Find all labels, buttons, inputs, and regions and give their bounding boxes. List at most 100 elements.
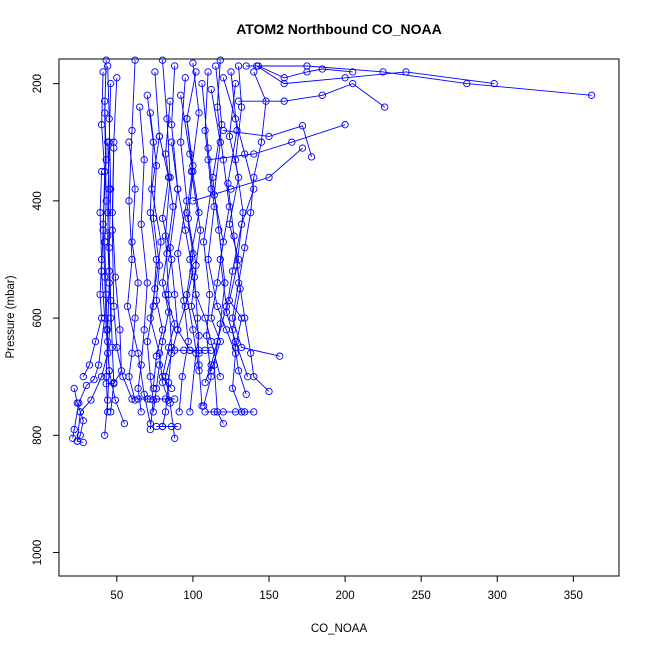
data-point: [247, 208, 255, 217]
series-line: [127, 60, 151, 424]
series-line: [111, 148, 151, 400]
y-tick-label: 800: [32, 426, 44, 445]
data-point: [171, 320, 179, 328]
data-point: [143, 279, 151, 287]
series-5: [99, 97, 129, 428]
data-point: [207, 367, 215, 375]
data-point: [101, 431, 109, 439]
data-point: [280, 79, 288, 88]
data-point: [250, 68, 258, 76]
data-point: [250, 185, 258, 193]
series-line: [208, 124, 346, 161]
y-tick-label: 200: [32, 74, 44, 93]
series-39: [70, 384, 87, 447]
data-point: [288, 138, 296, 146]
data-point: [204, 144, 212, 152]
data-point: [152, 352, 161, 360]
series-16: [228, 68, 284, 360]
data-point: [161, 395, 170, 403]
data-point: [152, 395, 161, 403]
data-point: [307, 153, 316, 161]
series-line: [171, 142, 200, 354]
data-point: [219, 126, 227, 135]
data-point: [227, 68, 235, 76]
data-point: [242, 390, 250, 398]
data-point: [195, 208, 203, 217]
data-point: [216, 138, 224, 146]
data-point: [177, 91, 185, 99]
data-point: [250, 150, 258, 158]
data-point: [210, 408, 218, 416]
data-point: [79, 373, 87, 381]
series-line: [165, 65, 179, 439]
data-point: [108, 343, 116, 352]
data-point: [201, 126, 209, 135]
data-point: [134, 384, 142, 393]
data-point: [104, 62, 112, 70]
data-point: [244, 373, 252, 381]
data-point: [128, 126, 136, 135]
series-line: [137, 107, 148, 412]
data-point: [102, 156, 110, 164]
data-point: [219, 238, 227, 246]
data-point: [381, 103, 389, 111]
data-point: [222, 326, 231, 334]
data-point: [250, 173, 258, 182]
data-point: [158, 422, 167, 431]
data-point: [101, 273, 109, 281]
data-point: [113, 74, 121, 82]
data-point: [231, 343, 240, 352]
data-point: [189, 162, 197, 170]
series-line: [232, 71, 280, 357]
data-point: [189, 59, 197, 67]
data-point: [298, 144, 307, 152]
data-point: [228, 384, 237, 393]
data-point: [234, 279, 243, 287]
series-line: [82, 171, 103, 377]
plot-frame: [58, 58, 620, 577]
x-axis: 50 100 150 200 250 300 350: [110, 576, 583, 602]
x-tick-label: 150: [259, 590, 278, 602]
data-point: [237, 314, 246, 322]
data-point: [157, 238, 165, 246]
data-point: [99, 68, 107, 76]
data-point: [215, 226, 223, 234]
data-point: [224, 179, 232, 187]
data-point: [111, 396, 119, 404]
data-point: [70, 425, 78, 434]
data-point: [242, 62, 250, 70]
data-point: [219, 419, 227, 428]
data-point: [231, 115, 240, 123]
data-point: [105, 185, 113, 193]
data-point: [151, 68, 159, 76]
data-point: [108, 226, 116, 234]
data-point: [111, 273, 119, 281]
data-point: [164, 173, 173, 182]
data-point: [257, 138, 266, 146]
data-point: [241, 408, 249, 416]
data-point: [216, 320, 224, 328]
data-point: [265, 387, 273, 396]
data-point: [171, 62, 179, 70]
data-point: [167, 255, 176, 264]
series-line: [222, 77, 255, 377]
data-point: [137, 408, 145, 416]
x-tick-label: 350: [564, 590, 583, 602]
data-point: [171, 290, 179, 299]
x-tick-label: 50: [110, 590, 123, 602]
series-38: [152, 422, 182, 431]
data-point: [152, 384, 161, 393]
data-point: [149, 302, 157, 311]
data-point: [231, 337, 240, 346]
x-axis-label: CO_NOAA: [311, 623, 368, 635]
data-point: [298, 122, 307, 130]
data-point: [186, 408, 194, 416]
data-point: [104, 326, 112, 334]
series-45: [125, 138, 142, 404]
data-point: [152, 162, 161, 170]
data-point: [155, 132, 164, 141]
data-point: [140, 156, 148, 164]
data-point: [76, 431, 84, 439]
data-point: [237, 103, 246, 111]
